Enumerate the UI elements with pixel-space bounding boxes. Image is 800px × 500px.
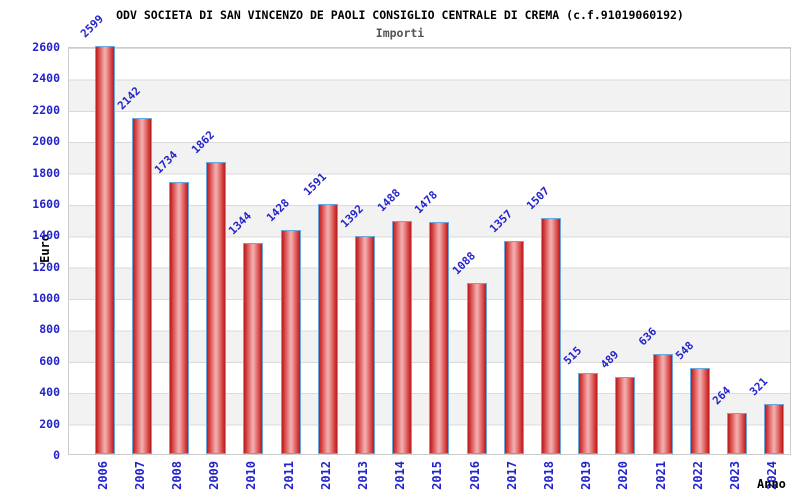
x-tick-label: 2010 bbox=[244, 461, 259, 490]
plot-area bbox=[68, 46, 791, 455]
bar bbox=[317, 204, 338, 454]
y-tick-label: 2400 bbox=[32, 71, 60, 86]
x-tick-label: 2007 bbox=[132, 461, 147, 490]
x-tick-label: 2008 bbox=[169, 461, 184, 490]
bar bbox=[280, 229, 301, 454]
y-tick-label: 2200 bbox=[32, 102, 60, 117]
y-tick-label: 1200 bbox=[32, 259, 60, 274]
y-tick-label: 0 bbox=[53, 448, 60, 462]
x-tick-label: 2013 bbox=[355, 461, 370, 490]
bar bbox=[764, 403, 785, 454]
y-tick-label: 2000 bbox=[32, 134, 60, 149]
y-tick-label: 1000 bbox=[32, 291, 60, 306]
y-tick-label: 1800 bbox=[32, 165, 60, 180]
bar bbox=[131, 117, 152, 454]
bar bbox=[578, 373, 599, 454]
y-tick-label: 1400 bbox=[32, 228, 60, 243]
bar bbox=[206, 161, 227, 454]
x-tick-label: 2021 bbox=[653, 461, 668, 490]
y-tick-label: 1600 bbox=[32, 196, 60, 211]
bar bbox=[689, 368, 710, 454]
y-tick-label: 600 bbox=[39, 353, 60, 368]
x-tick-label: 2023 bbox=[727, 461, 742, 490]
y-tick-label: 2600 bbox=[32, 40, 60, 54]
bar bbox=[354, 235, 375, 454]
bar bbox=[726, 412, 747, 454]
chart-title: ODV SOCIETA DI SAN VINCENZO DE PAOLI CON… bbox=[116, 8, 684, 22]
bar bbox=[466, 283, 487, 454]
x-tick-label: 2012 bbox=[318, 461, 333, 490]
y-tick-label: 800 bbox=[39, 322, 60, 337]
y-tick-label: 200 bbox=[39, 416, 60, 431]
bar bbox=[540, 217, 561, 454]
y-tick-label: 400 bbox=[39, 385, 60, 400]
x-tick-label: 2011 bbox=[281, 461, 296, 490]
bar bbox=[503, 241, 524, 454]
bar bbox=[168, 181, 189, 454]
x-tick-label: 2017 bbox=[504, 461, 519, 490]
x-tick-label: 2019 bbox=[579, 461, 594, 490]
x-tick-label: 2015 bbox=[430, 461, 445, 490]
bar bbox=[243, 243, 264, 454]
bar bbox=[615, 377, 636, 454]
chart-subtitle: Importi bbox=[375, 26, 425, 40]
x-axis-title: Anno bbox=[757, 477, 786, 491]
x-tick-label: 2022 bbox=[690, 461, 705, 490]
bar bbox=[392, 220, 413, 454]
bar bbox=[94, 46, 115, 454]
bar bbox=[429, 222, 450, 454]
x-tick-label: 2020 bbox=[616, 461, 631, 490]
x-tick-label: 2018 bbox=[541, 461, 556, 490]
x-tick-label: 2009 bbox=[207, 461, 222, 490]
x-tick-label: 2006 bbox=[95, 461, 110, 490]
x-tick-label: 2014 bbox=[393, 461, 408, 490]
bar bbox=[652, 354, 673, 454]
x-tick-label: 2016 bbox=[467, 461, 482, 490]
